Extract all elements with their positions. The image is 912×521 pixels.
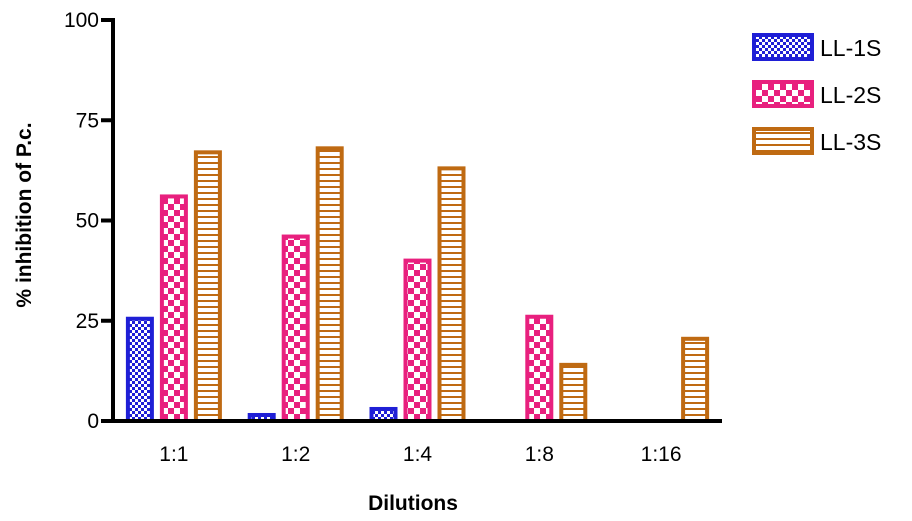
y-tick-label: 25 (76, 310, 99, 333)
bars-group (125, 146, 710, 424)
x-tick-label: 1:4 (403, 443, 433, 466)
legend-swatch-ll-2s (752, 80, 814, 108)
bar-ll-3s-1-16 (681, 336, 710, 424)
y-ticks-group: 0 25 50 75 100 (64, 9, 113, 433)
bar-ll-2s-1-4 (403, 258, 432, 423)
bar-ll-1s-1-1 (125, 316, 154, 423)
bar-ll-2s-1-2 (281, 234, 310, 423)
y-axis-title: % inhibition of P.c. (13, 122, 36, 307)
legend-label-ll-1s: LL-1S (820, 35, 881, 61)
y-tick-label: 100 (64, 9, 99, 32)
bar-ll-3s-1-2 (315, 146, 344, 423)
bar-ll-3s-1-1 (193, 150, 222, 424)
bar-ll-3s-1-4 (437, 166, 466, 423)
legend-swatch-ll-1s (752, 33, 814, 61)
x-axis-title: Dilutions (368, 492, 458, 515)
legend-label-ll-3s: LL-3S (820, 129, 881, 155)
x-tick-label: 1:1 (159, 443, 188, 466)
x-tick-label: 1:8 (525, 443, 554, 466)
bar-ll-2s-1-8 (525, 314, 554, 423)
y-tick-label: 50 (76, 210, 99, 233)
bar-ll-3s-1-8 (559, 362, 588, 423)
legend: LL-1S LL-2S LL-3S (752, 33, 881, 155)
x-tick-label: 1:2 (281, 443, 310, 466)
y-tick-label: 75 (76, 109, 99, 132)
bar-ll-2s-1-1 (159, 194, 188, 423)
x-ticks-group: 1:1 1:2 1:4 1:8 1:16 (159, 443, 681, 466)
legend-label-ll-2s: LL-2S (820, 82, 881, 108)
legend-swatch-ll-3s (752, 127, 814, 155)
y-tick-label: 0 (87, 410, 99, 433)
x-tick-label: 1:16 (641, 443, 682, 466)
